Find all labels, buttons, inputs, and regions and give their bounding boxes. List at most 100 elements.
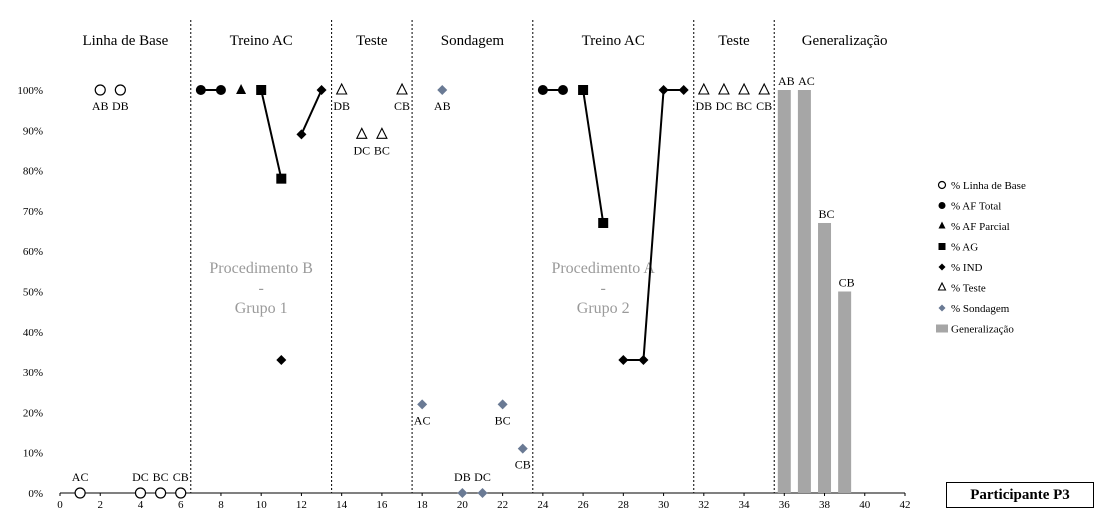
data-point xyxy=(114,84,126,96)
procedure-label: Grupo 1 xyxy=(235,300,288,317)
y-tick-label: 70% xyxy=(23,206,43,218)
y-tick-label: 40% xyxy=(23,327,43,339)
legend-label: % IND xyxy=(951,262,983,274)
legend-label: % AG xyxy=(951,242,978,254)
data-point xyxy=(396,82,408,95)
data-point xyxy=(296,129,307,140)
point-label: AC xyxy=(72,470,89,484)
x-tick-label: 40 xyxy=(859,499,871,511)
data-point xyxy=(74,487,86,499)
data-point xyxy=(335,82,348,95)
point-label: DB xyxy=(695,99,712,113)
bar-label: AC xyxy=(798,74,815,88)
data-point xyxy=(437,85,448,95)
data-point xyxy=(355,127,368,139)
data-point xyxy=(758,82,771,95)
data-point xyxy=(738,82,750,95)
x-tick-label: 32 xyxy=(698,499,709,511)
y-tick-label: 30% xyxy=(23,367,43,379)
x-tick-label: 16 xyxy=(376,499,388,511)
bar-label: BC xyxy=(819,207,835,221)
legend-label: % AF Parcial xyxy=(951,221,1010,233)
bar-label: CB xyxy=(839,276,855,290)
y-tick-label: 90% xyxy=(23,125,43,137)
x-tick-label: 22 xyxy=(497,499,508,511)
legend-label: % AF Total xyxy=(951,201,1001,213)
procedure-label: - xyxy=(601,280,606,297)
participant-label: Participante P3 xyxy=(946,482,1094,508)
phase-title: Generalização xyxy=(802,33,888,49)
series-line xyxy=(260,89,283,179)
legend-marker xyxy=(938,304,946,312)
data-point xyxy=(697,82,710,95)
legend-marker xyxy=(936,324,948,333)
point-label: DC xyxy=(474,470,491,484)
point-label: DB xyxy=(112,99,129,113)
data-point xyxy=(154,487,167,499)
bar-generalizacao xyxy=(838,291,852,493)
point-label: AB xyxy=(92,99,109,113)
x-tick-label: 36 xyxy=(779,499,791,511)
y-tick-label: 20% xyxy=(23,407,43,419)
legend-marker xyxy=(938,263,946,271)
phase-title: Linha de Base xyxy=(82,33,168,49)
point-label: BC xyxy=(374,143,390,157)
legend-marker xyxy=(938,202,946,209)
legend-marker xyxy=(937,180,947,190)
y-tick-label: 50% xyxy=(23,287,43,299)
phase-title: Sondagem xyxy=(441,33,505,49)
bar-generalizacao xyxy=(777,90,791,493)
phase-title: Teste xyxy=(356,33,388,49)
x-tick-label: 26 xyxy=(578,499,590,511)
data-point xyxy=(195,85,206,95)
data-point xyxy=(517,443,528,454)
x-tick-label: 12 xyxy=(296,499,307,511)
data-point xyxy=(638,355,649,366)
phase-title: Treino AC xyxy=(582,33,645,49)
data-point xyxy=(134,487,147,499)
point-label: DC xyxy=(353,143,370,157)
legend-marker xyxy=(938,243,946,250)
x-tick-label: 24 xyxy=(537,499,549,511)
bar-generalizacao xyxy=(818,222,832,494)
series-line xyxy=(300,89,323,135)
data-point xyxy=(276,173,287,184)
data-point xyxy=(477,488,488,498)
x-tick-label: 8 xyxy=(218,499,224,511)
point-label: DB xyxy=(454,470,471,484)
data-point xyxy=(236,84,247,94)
y-tick-label: 60% xyxy=(23,246,43,258)
procedure-label: Procedimento A xyxy=(551,260,655,277)
data-point xyxy=(537,85,548,95)
x-tick-label: 4 xyxy=(138,499,144,511)
data-point xyxy=(578,85,589,95)
y-tick-label: 100% xyxy=(17,85,43,97)
point-label: CB xyxy=(173,470,189,484)
point-label: BC xyxy=(736,99,752,113)
bar-label: AB xyxy=(778,74,795,88)
y-tick-label: 80% xyxy=(23,166,43,178)
point-label: CB xyxy=(394,99,410,113)
x-tick-label: 2 xyxy=(97,499,103,511)
data-point xyxy=(316,85,327,95)
point-label: CB xyxy=(756,99,772,113)
data-point xyxy=(618,355,629,366)
data-point xyxy=(175,487,187,499)
x-tick-label: 18 xyxy=(417,499,429,511)
legend-marker xyxy=(938,221,946,229)
data-point xyxy=(718,82,730,95)
point-label: BC xyxy=(495,413,511,427)
x-tick-label: 6 xyxy=(178,499,184,511)
x-tick-label: 14 xyxy=(336,499,348,511)
data-point xyxy=(94,84,106,96)
x-tick-label: 38 xyxy=(819,499,831,511)
legend-label: % Sondagem xyxy=(951,303,1010,315)
data-point xyxy=(658,85,669,95)
x-tick-label: 30 xyxy=(658,499,670,511)
data-point xyxy=(276,355,287,366)
point-label: DC xyxy=(716,99,733,113)
data-point xyxy=(215,85,226,95)
phase-title: Treino AC xyxy=(230,33,293,49)
bar-generalizacao xyxy=(797,90,811,493)
